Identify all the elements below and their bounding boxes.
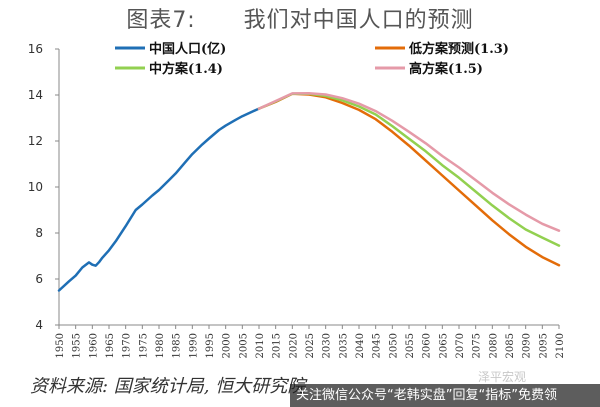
chart-axes: 4 6 8 10 12 14 16 1950 1955 1960 1965 1970 1975 1980 1…: [28, 42, 566, 358]
chart-title: 图表7: 我们对中国人口的预测: [126, 8, 474, 33]
watermark-banner: 关注微信公众号“老韩实盘”回复“指标”免费领: [290, 384, 600, 407]
y-tick-label: 14: [28, 88, 43, 102]
x-tick-label: 2010: [255, 333, 266, 358]
x-tick-label: 2015: [272, 333, 283, 358]
chart-legend: 中国人口(亿) 低方案预测(1.3) 中方案(1.4) 高方案(1.5): [115, 41, 509, 77]
x-tick-label: 1950: [55, 333, 66, 358]
line-chart: 4 6 8 10 12 14 16 1950 1955 1960 1965 1970 1975 1980 1…: [28, 41, 566, 358]
source-note: 资料来源: 国家统计局, 恒大研究院: [30, 376, 306, 397]
chart-series-group: [57, 91, 561, 292]
x-tick-label: 2085: [505, 333, 516, 358]
y-tick-label: 4: [35, 318, 43, 332]
x-tick-label: 2065: [438, 333, 449, 358]
x-tick-label: 2005: [238, 333, 249, 358]
x-tick-label: 1965: [105, 333, 116, 358]
x-tick-label: 2035: [338, 333, 349, 358]
y-tick-label: 10: [28, 180, 43, 194]
series-line-3: [257, 92, 561, 247]
x-tick-label: 2030: [322, 333, 333, 358]
x-tick-label: 2040: [355, 333, 366, 358]
legend-label: 中方案(1.4): [149, 61, 223, 77]
legend-label: 高方案(1.5): [409, 61, 483, 77]
x-tick-label: 2070: [455, 333, 466, 358]
watermark-label: 泽平宏观: [478, 370, 527, 384]
x-tick-label: 1975: [138, 333, 149, 358]
y-tick-label: 8: [35, 226, 43, 240]
x-tick-label: 1980: [155, 333, 166, 358]
x-tick-label: 2020: [288, 333, 299, 358]
x-tick-label: 2080: [488, 333, 499, 358]
series-line-1: [57, 107, 261, 292]
legend-label: 中国人口(亿): [149, 41, 226, 57]
y-tick-label: 12: [28, 134, 43, 148]
y-tick-label: 6: [35, 272, 43, 286]
x-tick-label: 2060: [422, 333, 433, 358]
x-tick-label: 2055: [405, 333, 416, 358]
x-tick-label: 1970: [122, 333, 133, 358]
x-tick-label: 1990: [188, 333, 199, 358]
x-tick-label: 2050: [388, 333, 399, 358]
x-tick-label: 2045: [372, 333, 383, 358]
x-tick-label: 2025: [305, 333, 316, 358]
x-tick-label: 1955: [72, 333, 83, 358]
x-tick-label: 2100: [555, 333, 566, 358]
series-line-2: [257, 92, 561, 267]
x-tick-label: 2075: [472, 333, 483, 358]
x-tick-label: 2000: [222, 333, 233, 358]
series-line-4: [257, 91, 561, 232]
x-tick-label: 2095: [538, 333, 549, 358]
x-tick-label: 1995: [205, 333, 216, 358]
legend-label: 低方案预测(1.3): [408, 41, 509, 57]
x-tick-label: 2090: [522, 333, 533, 358]
x-tick-label: 1960: [88, 333, 99, 358]
x-tick-label: 1985: [172, 333, 183, 358]
y-tick-label: 16: [28, 42, 43, 56]
